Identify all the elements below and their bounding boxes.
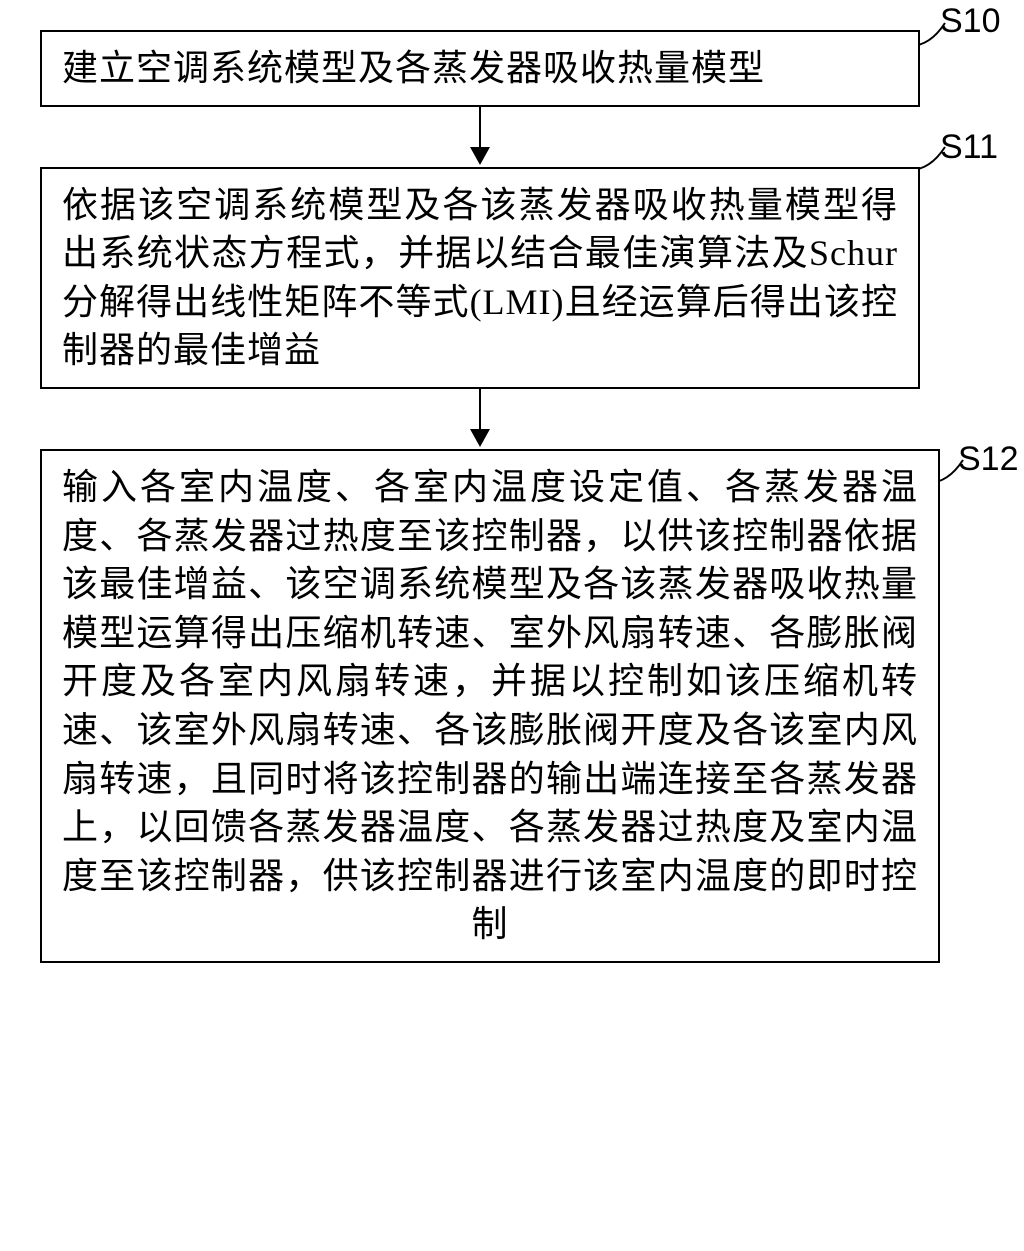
step-label-s12: S12 xyxy=(958,440,1019,479)
step-text-s12: 输入各室内温度、各室内温度设定值、各蒸发器温度、各蒸发器过热度至该控制器，以供该… xyxy=(62,463,918,949)
step-text-s10: 建立空调系统模型及各蒸发器吸收热量模型 xyxy=(62,44,898,93)
step-label-s10: S10 xyxy=(940,2,1001,41)
step-label-s11: S11 xyxy=(940,128,998,167)
arrow-s11-s12 xyxy=(40,389,920,449)
flowchart-step-s12: 输入各室内温度、各室内温度设定值、各蒸发器温度、各蒸发器过热度至该控制器，以供该… xyxy=(40,449,940,963)
flowchart-step-s11: 依据该空调系统模型及各该蒸发器吸收热量模型得出系统状态方程式，并据以结合最佳演算… xyxy=(40,167,920,389)
flowchart-container: S10 建立空调系统模型及各蒸发器吸收热量模型 S11 依据该空调系统模型及各该… xyxy=(40,30,980,963)
arrow-s10-s11 xyxy=(40,107,920,167)
flowchart-step-s10: 建立空调系统模型及各蒸发器吸收热量模型 xyxy=(40,30,920,107)
step-text-s11: 依据该空调系统模型及各该蒸发器吸收热量模型得出系统状态方程式，并据以结合最佳演算… xyxy=(62,181,898,375)
